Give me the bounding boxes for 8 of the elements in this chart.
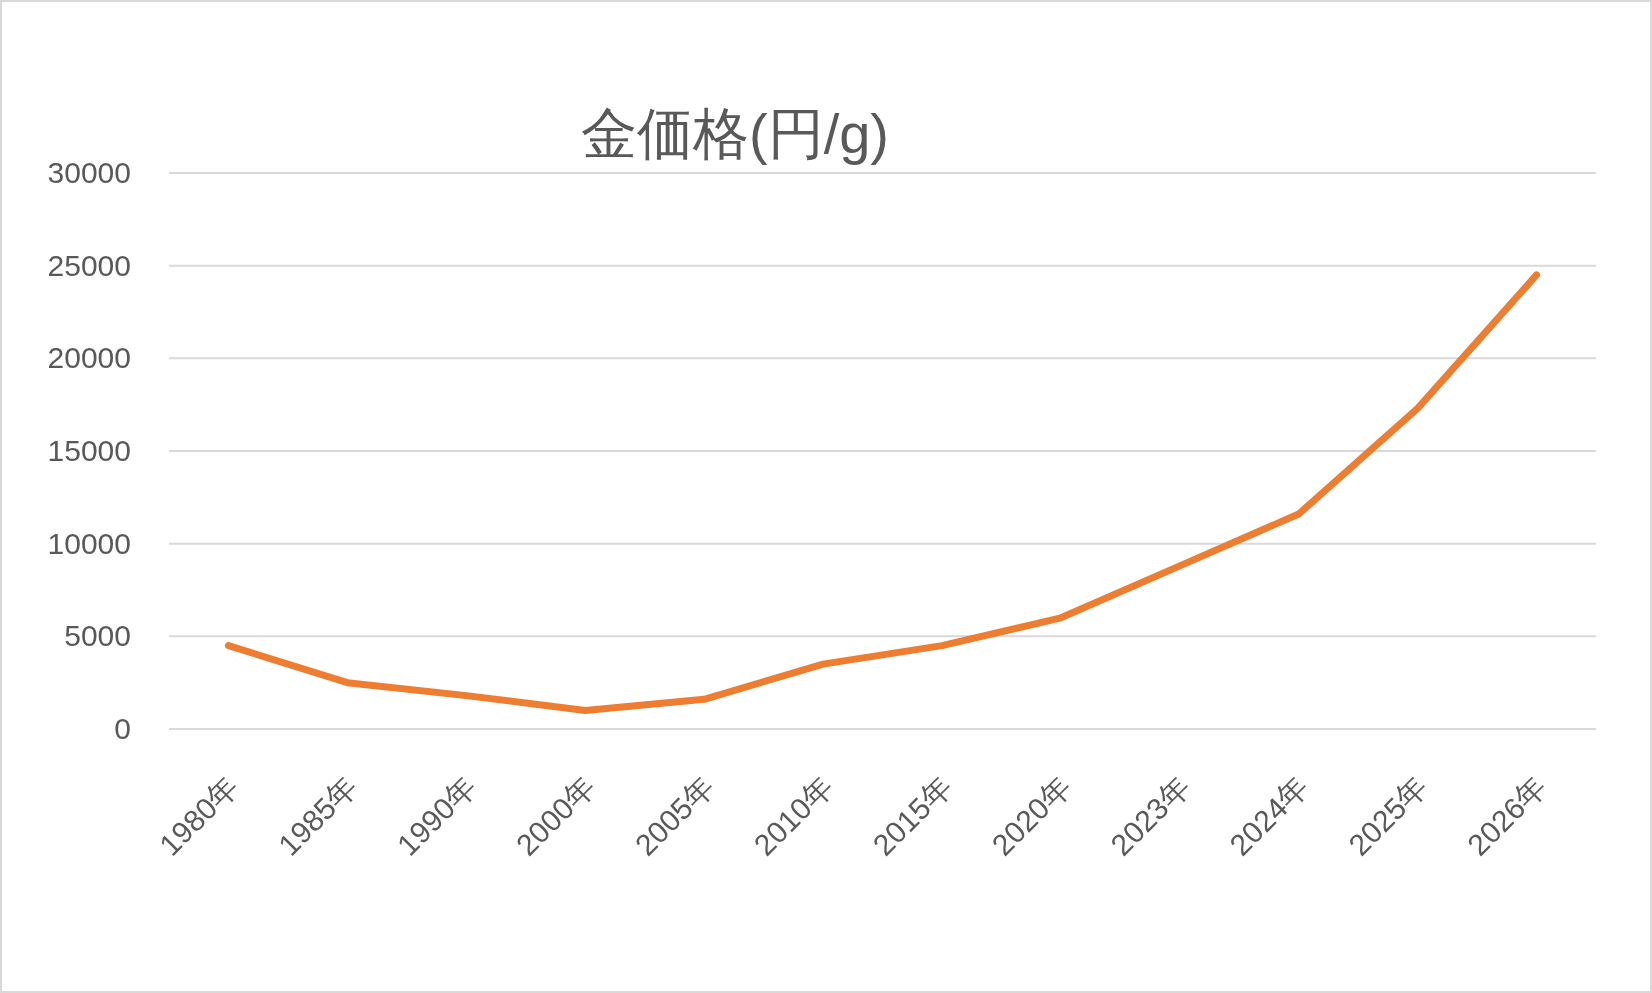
y-tick-label: 25000 — [47, 248, 131, 282]
y-tick-label: 5000 — [64, 619, 131, 653]
y-tick-label: 0 — [114, 712, 131, 745]
chart-title: 金価格(円/g) — [581, 102, 889, 165]
y-tick-label: 10000 — [47, 526, 131, 560]
y-tick-label: 15000 — [47, 434, 131, 467]
y-tick-label: 20000 — [47, 341, 131, 375]
y-tick-label: 30000 — [47, 156, 131, 189]
